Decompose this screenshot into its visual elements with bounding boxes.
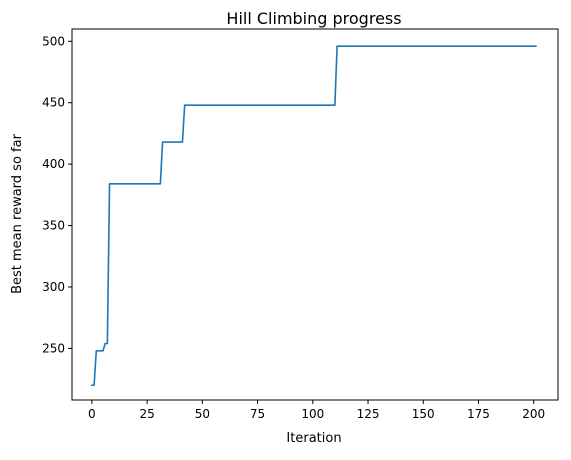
x-axis-ticks: 0 25 50 75 100 125 150 175 200 <box>88 400 545 421</box>
y-tick-label: 500 <box>42 34 65 48</box>
x-tick-label: 50 <box>195 407 210 421</box>
chart-title: Hill Climbing progress <box>226 9 401 28</box>
x-tick-label: 25 <box>139 407 154 421</box>
y-tick-label: 350 <box>42 219 65 233</box>
x-tick-label: 100 <box>301 407 324 421</box>
y-axis-ticks: 250 300 350 400 450 500 <box>42 34 72 355</box>
y-tick-label: 250 <box>42 341 65 355</box>
x-tick-label: 175 <box>467 407 490 421</box>
x-tick-label: 0 <box>88 407 96 421</box>
x-tick-label: 200 <box>522 407 545 421</box>
plot-area <box>71 28 559 401</box>
x-tick-label: 125 <box>357 407 380 421</box>
x-axis-label: Iteration <box>286 431 341 446</box>
y-tick-label: 300 <box>42 280 65 294</box>
y-tick-label: 450 <box>42 96 65 110</box>
x-tick-label: 75 <box>250 407 265 421</box>
x-tick-label: 150 <box>412 407 435 421</box>
y-axis-label: Best mean reward so far <box>10 133 25 293</box>
y-tick-label: 400 <box>42 157 65 171</box>
series-line <box>91 45 537 387</box>
series-layer <box>91 45 537 387</box>
